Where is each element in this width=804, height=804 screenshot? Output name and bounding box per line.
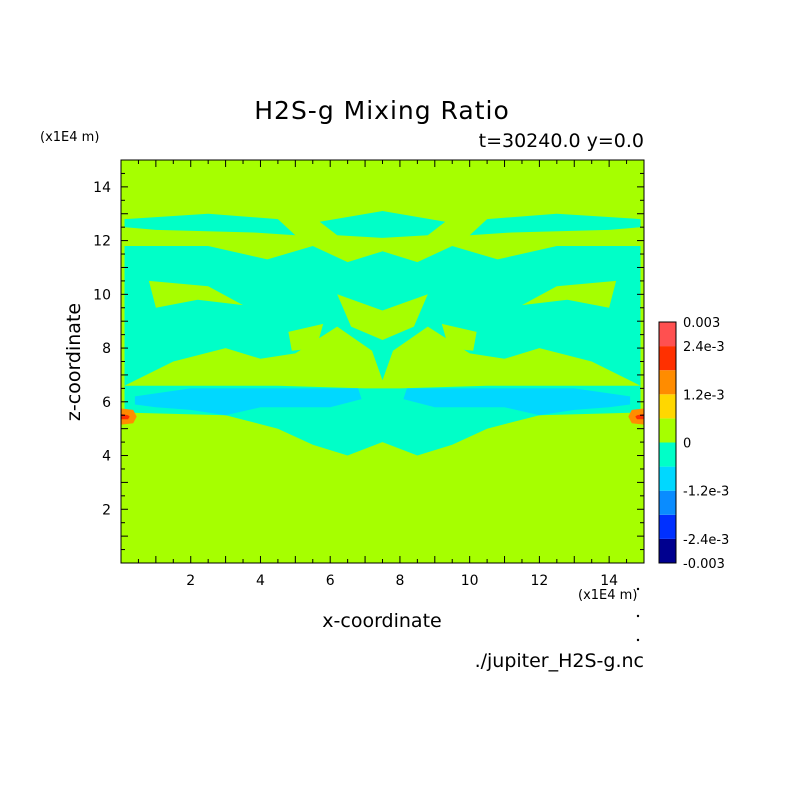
x-axis-unit: (x1E4 m): [578, 588, 638, 603]
contour-region-9: [441, 323, 477, 351]
contour-region-7: [337, 294, 428, 340]
y-tick-label: 8: [102, 341, 111, 357]
x-tick-label: 8: [395, 573, 404, 589]
colorbar-swatch: [659, 394, 676, 419]
contour-region-0: [124, 213, 296, 236]
colorbar-label: 1.2e-3: [683, 388, 725, 403]
colorbar-label: -0.003: [683, 557, 725, 572]
x-tick-label: 12: [530, 573, 548, 589]
dot-mark: [636, 587, 640, 591]
y-axis-unit: (x1E4 m): [40, 130, 100, 145]
contour-region-11: [403, 388, 631, 416]
dot-mark: [636, 614, 640, 618]
heatmap-field: [121, 160, 644, 563]
contour-region-8: [288, 323, 324, 351]
x-tick-label: 2: [186, 573, 195, 589]
colorbar-label: -1.2e-3: [683, 485, 729, 500]
y-tick-label: 6: [102, 395, 111, 411]
colorbar-label: 0.003: [683, 316, 720, 331]
colorbar-swatch: [659, 442, 676, 467]
colorbar-swatch: [659, 466, 676, 491]
colorbar-label: 0: [683, 437, 691, 452]
y-tick-label: 12: [93, 234, 111, 250]
colorbar-frame: [658, 321, 677, 564]
contour-region-2: [319, 211, 446, 238]
chart-subtitle: t=30240.0 y=0.0: [478, 130, 644, 152]
dot-mark: [636, 638, 640, 642]
y-tick-label: 2: [102, 502, 111, 518]
colorbar-swatch: [659, 322, 676, 347]
x-tick-label: 6: [326, 573, 335, 589]
chart-title: H2S-g Mixing Ratio: [254, 96, 510, 125]
x-axis-ticks: 2 4 6 8 10 12 14: [120, 160, 645, 589]
y-tick-label: 10: [93, 287, 111, 303]
x-tick-label: 4: [256, 573, 265, 589]
x-tick-label: 14: [600, 573, 618, 589]
y-axis-ticks: 2 4 6 8 10 12 14: [93, 159, 644, 564]
colorbar-swatch: [659, 370, 676, 395]
contour-region-6: [522, 280, 617, 308]
colorbar-label: 2.4e-3: [683, 340, 725, 355]
contour-region-5: [148, 280, 243, 308]
x-axis-label: x-coordinate: [322, 610, 442, 632]
colorbar-swatch: [659, 346, 676, 371]
contour-region-10: [134, 388, 362, 416]
y-tick-label: 4: [102, 449, 111, 465]
colorbar-swatch: [659, 514, 676, 539]
colorbar: 0.003 2.4e-3 1.2e-3 0 -1.2e-3 -2.4e-3 -0.003: [658, 316, 729, 572]
x-tick-label: 10: [461, 573, 479, 589]
source-file-label: ./jupiter_H2S-g.nc: [474, 650, 644, 672]
contour-region-1: [469, 213, 641, 236]
y-tick-label: 14: [93, 180, 111, 196]
colorbar-swatch: [659, 538, 676, 563]
colorbar-label: -2.4e-3: [683, 533, 729, 548]
colorbar-swatch: [659, 418, 676, 443]
colorbar-swatch: [659, 490, 676, 515]
corner-marks: [636, 587, 640, 642]
